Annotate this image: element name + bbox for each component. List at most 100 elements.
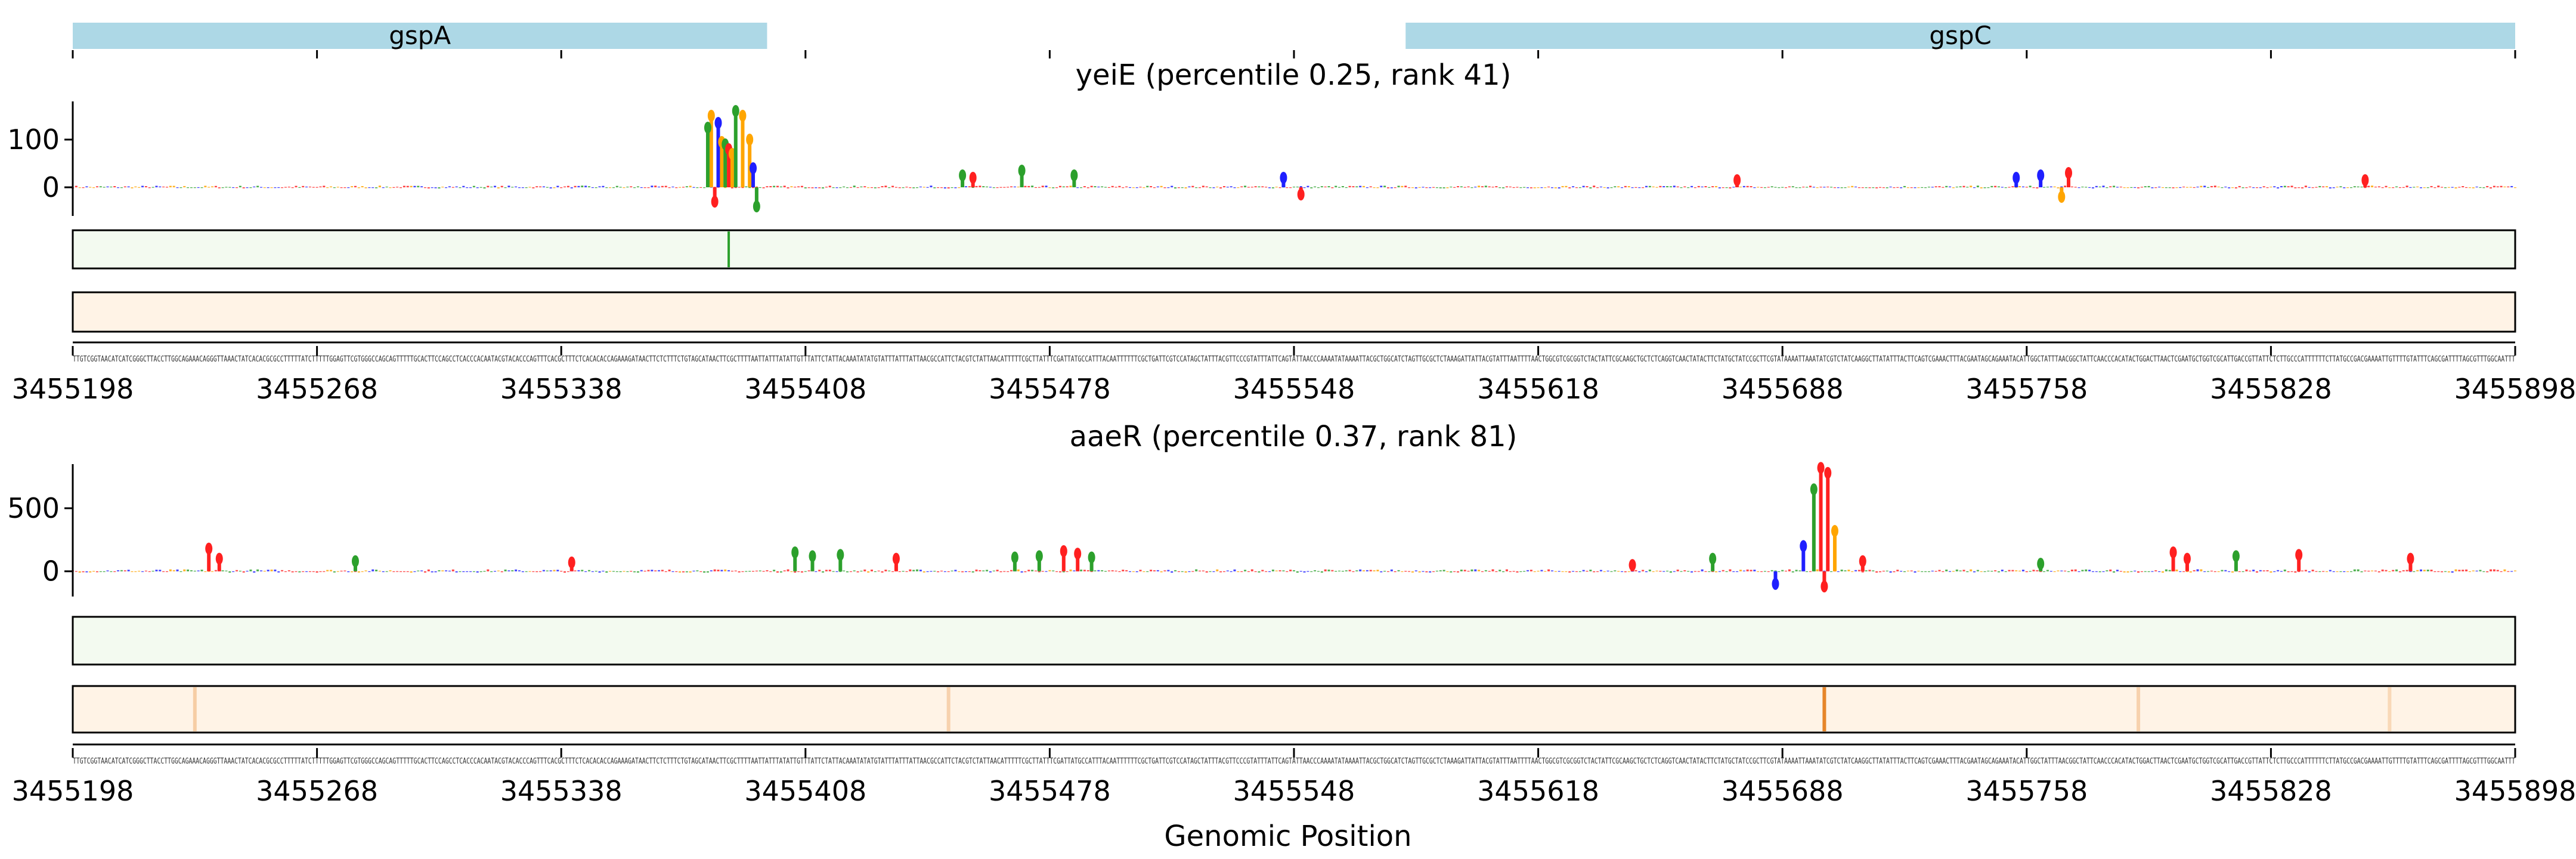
- logo-noise-mark: [469, 571, 472, 572]
- logo-noise-mark: [2301, 187, 2304, 189]
- logo-noise-mark: [615, 571, 618, 572]
- logo-noise-mark: [127, 570, 130, 571]
- logo-noise-mark: [1704, 571, 1707, 572]
- logo-noise-mark: [1627, 186, 1630, 187]
- logo-noise-mark: [2294, 571, 2297, 573]
- logo-noise-mark: [1386, 571, 1389, 572]
- logo-noise-mark: [1565, 571, 1568, 572]
- logo-noise-mark: [371, 187, 374, 189]
- logo-noise-mark: [2290, 571, 2293, 572]
- logo-noise-mark: [1219, 187, 1222, 189]
- logo-noise-mark: [1303, 571, 1306, 573]
- x-tick-label: 3455618: [1477, 775, 1599, 807]
- logo-noise-mark: [1024, 186, 1027, 187]
- logo-noise-mark: [1101, 570, 1104, 571]
- logo-noise-mark: [1921, 187, 1924, 189]
- logo-noise-mark: [455, 571, 458, 573]
- logo-peak: [810, 556, 815, 571]
- logo-noise-mark: [2011, 186, 2014, 187]
- logo-noise-mark: [926, 571, 929, 572]
- logo-noise-mark: [1167, 570, 1170, 571]
- logo-noise-mark: [2130, 571, 2133, 572]
- logo-noise-mark: [284, 571, 287, 572]
- logo-noise-mark: [1610, 571, 1613, 572]
- logo-noise-mark: [863, 186, 866, 187]
- x-tick-label: 3455688: [1722, 775, 1844, 807]
- logo-noise-mark: [2266, 187, 2269, 189]
- logo-noise-mark: [267, 187, 270, 189]
- y-tick-label: 100: [7, 123, 60, 156]
- logo-noise-mark: [392, 187, 395, 188]
- logo-noise-mark: [2147, 186, 2150, 187]
- logo-noise-mark: [1118, 571, 1121, 572]
- logo-noise-mark: [1293, 570, 1295, 571]
- logo-noise-mark: [626, 571, 629, 572]
- logo-noise-mark: [2510, 186, 2513, 187]
- logo-noise-mark: [1150, 570, 1153, 571]
- logo-noise-mark: [654, 570, 657, 571]
- logo-noise-mark: [1885, 187, 1888, 189]
- logo-noise-mark: [298, 571, 301, 573]
- logo-noise-mark: [2349, 571, 2352, 572]
- logo-noise-mark: [1230, 571, 1233, 572]
- logo-noise-mark: [2486, 186, 2489, 187]
- logo-noise-mark: [298, 187, 301, 188]
- logo-noise-mark: [724, 187, 727, 189]
- logo-noise-mark: [333, 187, 336, 189]
- logo-noise-mark: [937, 571, 940, 573]
- logo-noise-mark: [1983, 571, 1986, 572]
- logo-noise-mark: [1038, 571, 1041, 573]
- logo-noise-mark: [1414, 570, 1417, 571]
- logo-noise-mark: [1271, 187, 1274, 189]
- logo-noise-mark: [1366, 187, 1368, 189]
- logo-peak-cap: [2012, 172, 2020, 184]
- logo-noise-mark: [577, 186, 580, 187]
- logo-noise-mark: [1715, 571, 1718, 573]
- logo-noise-mark: [1007, 571, 1010, 572]
- logo-peak: [723, 144, 727, 187]
- logo-noise-mark: [898, 187, 901, 189]
- logo-noise-mark: [790, 186, 793, 187]
- logo-noise-mark: [1453, 187, 1456, 188]
- logo-noise-mark: [682, 571, 685, 573]
- logo-noise-mark: [2304, 570, 2307, 571]
- logo-peak-cap: [1018, 165, 1026, 177]
- logo-noise-mark: [647, 570, 650, 571]
- logo-peak-cap: [1628, 559, 1636, 571]
- logo-peak: [1822, 571, 1826, 587]
- logo-peak-cap: [1011, 551, 1018, 564]
- gene-annotation-track: gspA gspC: [72, 21, 2516, 58]
- logo-noise-mark: [2102, 571, 2105, 572]
- logo-noise-mark: [1711, 571, 1714, 572]
- logo-peak-cap: [205, 542, 213, 555]
- logo-noise-mark: [703, 571, 706, 573]
- logo-noise-mark: [2270, 571, 2272, 573]
- logo-noise-mark: [1278, 187, 1281, 189]
- logo-noise-mark: [832, 187, 835, 189]
- logo-noise-mark: [406, 186, 409, 187]
- logo-noise-mark: [595, 187, 597, 189]
- logo-noise-mark: [2113, 186, 2116, 187]
- logo-noise-mark: [584, 571, 587, 572]
- logo-noise-mark: [1742, 186, 1745, 187]
- logo-noise-mark: [2346, 571, 2349, 572]
- logo-noise-mark: [2371, 186, 2374, 187]
- logo-noise-mark: [2207, 187, 2210, 188]
- logo-noise-mark: [187, 187, 190, 189]
- logo-noise-mark: [378, 186, 381, 187]
- green-strip-mark: [727, 231, 730, 267]
- logo-noise-mark: [671, 571, 674, 572]
- logo-noise-mark: [1589, 570, 1592, 571]
- logo-noise-mark: [1345, 187, 1348, 189]
- logo-noise-mark: [466, 571, 469, 572]
- logo-noise-mark: [364, 187, 367, 189]
- logo-noise-mark: [2255, 187, 2258, 189]
- logo-noise-mark: [326, 570, 329, 571]
- logo-noise-mark: [2326, 186, 2329, 187]
- logo-noise-mark: [193, 187, 196, 189]
- logo-noise-mark: [1153, 570, 1156, 571]
- logo-noise-mark: [120, 187, 123, 189]
- logo-peak-cap: [711, 196, 719, 208]
- logo-noise-mark: [131, 571, 134, 572]
- logo-noise-mark: [710, 570, 713, 571]
